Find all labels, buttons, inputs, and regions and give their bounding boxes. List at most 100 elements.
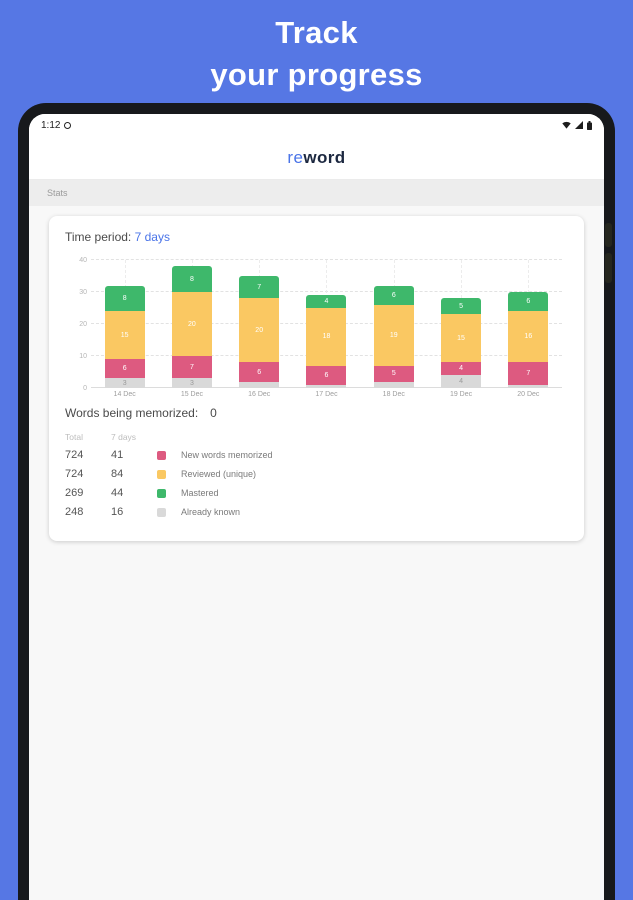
bar-segment: 3 [171, 378, 212, 388]
time-period-row: Time period: 7 days [65, 230, 568, 244]
bar-segment [508, 384, 549, 388]
legend-table: Total 7 days 724 41 New words memorized 724… [65, 432, 568, 518]
legend-total-value: 724 [65, 449, 84, 461]
bar-segment: 5 [373, 365, 414, 382]
legend-total-value: 724 [65, 468, 84, 480]
bar-stack: 6 18 4 [306, 295, 347, 388]
legend-header-row: Total 7 days [65, 432, 568, 442]
app-logo: reword [287, 148, 345, 168]
chart-plot: 0 10 20 30 40 3 6 15 8 14 Dec 3 7 20 8 15 Dec 6 20 7 16 De… [79, 257, 562, 398]
legend-label: Mastered [181, 488, 219, 498]
x-axis-label: 19 Dec [449, 391, 473, 398]
bar-segment [373, 381, 414, 388]
stats-toolbar: Stats [29, 180, 604, 206]
chart-bar: 6 18 4 17 Dec [293, 260, 360, 398]
chart-bar: 3 7 20 8 15 Dec [158, 260, 225, 398]
y-axis-tick: 10 [79, 353, 87, 360]
bar-segment: 16 [508, 311, 549, 363]
legend-row: 248 16 Already known [65, 506, 568, 518]
hero-banner: Track your progress [0, 0, 633, 96]
status-bar: 1:12 [29, 114, 604, 136]
legend-total-value: 269 [65, 487, 84, 499]
page-content: Time period: 7 days 0 10 20 30 40 3 6 15 8 14 Dec… [29, 206, 604, 900]
y-axis-tick: 20 [79, 321, 87, 328]
bar-segment: 4 [306, 295, 347, 309]
signal-icon [575, 121, 583, 129]
legend-total-value: 248 [65, 506, 84, 518]
bar-segment: 18 [306, 308, 347, 366]
bar-segment: 15 [441, 314, 482, 363]
legend-table-body: 724 41 New words memorized 724 84 Reviewed (u… [65, 449, 568, 518]
stats-card: Time period: 7 days 0 10 20 30 40 3 6 15 8 14 Dec… [49, 216, 584, 541]
progress-chart: 0 10 20 30 40 3 6 15 8 14 Dec 3 7 20 8 15 Dec 6 20 7 16 De… [65, 257, 568, 398]
battery-icon [587, 120, 592, 130]
legend-row: 724 41 New words memorized [65, 449, 568, 461]
bar-segment: 8 [104, 285, 145, 312]
bar-segment: 6 [239, 362, 280, 382]
legend-week-value: 41 [111, 449, 124, 461]
x-axis-label: 15 Dec [180, 391, 204, 398]
legend-header-total: Total [65, 432, 83, 442]
legend-header-week: 7 days [111, 432, 137, 442]
y-axis-tick: 40 [79, 257, 87, 264]
legend-swatch [157, 469, 166, 479]
legend-label: Already known [181, 507, 241, 517]
x-axis-label: 16 Dec [248, 391, 271, 398]
tablet-device-frame: 1:12 reword Stats [18, 103, 615, 900]
legend-label: New words memorized [181, 450, 273, 460]
bar-segment: 5 [441, 298, 482, 315]
x-axis-label: 18 Dec [382, 391, 405, 398]
bar-segment: 4 [441, 362, 482, 376]
bar-segment: 8 [171, 266, 212, 293]
legend-swatch [157, 488, 166, 498]
legend-week-value: 16 [111, 506, 124, 518]
legend-swatch [157, 507, 166, 517]
bar-segment: 6 [373, 285, 414, 305]
bar-segment [239, 381, 280, 388]
bar-segment: 6 [104, 359, 145, 379]
circle-icon [64, 121, 72, 129]
legend-week-value: 84 [111, 468, 124, 480]
legend-week-value: 44 [111, 487, 124, 499]
bar-segment: 15 [104, 311, 145, 360]
words-memorized-label: Words being memorized: [65, 406, 199, 420]
hero-title-line1: Track [275, 15, 358, 50]
bar-segment: 19 [373, 304, 414, 366]
bar-segment: 3 [104, 378, 145, 388]
bar-segment: 7 [171, 356, 212, 379]
status-time: 1:12 [41, 119, 61, 131]
time-period-selector[interactable]: 7 days [134, 230, 170, 244]
bar-segment: 6 [306, 365, 347, 385]
bar-segment: 4 [441, 375, 482, 388]
bar-stack: 3 6 15 8 [104, 285, 145, 388]
legend-swatch [157, 450, 166, 460]
bar-stack: 6 20 7 [239, 276, 280, 388]
words-memorized-row: Words being memorized: 0 [65, 406, 568, 420]
bar-segment: 20 [171, 292, 212, 357]
brand-prefix: re [287, 147, 304, 167]
gridline [91, 259, 562, 260]
chart-bar: 5 19 6 18 Dec [360, 260, 427, 398]
wifi-icon [562, 121, 571, 129]
bar-stack: 3 7 20 8 [171, 266, 212, 388]
bar-stack: 4 4 15 5 [441, 298, 482, 388]
time-period-label: Time period: [65, 230, 132, 244]
volume-button [605, 253, 612, 283]
y-axis-tick: 30 [79, 289, 87, 296]
hero-title-line2: your progress [210, 57, 423, 92]
chart-bar: 4 4 15 5 19 Dec [427, 260, 494, 398]
bar-segment: 6 [508, 292, 549, 312]
legend-row: 724 84 Reviewed (unique) [65, 468, 568, 480]
bar-segment: 20 [239, 298, 280, 363]
chart-bar: 6 20 7 16 Dec [226, 260, 293, 398]
y-axis-tick: 0 [83, 385, 87, 392]
stats-label: Stats [47, 188, 68, 198]
legend-label: Reviewed (unique) [181, 469, 257, 479]
bar-segment: 7 [508, 362, 549, 385]
bar-stack: 5 19 6 [373, 285, 414, 388]
bar-segment: 7 [239, 276, 280, 299]
app-header: reword [29, 136, 604, 180]
bar-stack: 7 16 6 [508, 292, 549, 388]
chart-bar: 7 16 6 20 Dec [495, 260, 562, 398]
device-screen: 1:12 reword Stats [29, 114, 604, 900]
